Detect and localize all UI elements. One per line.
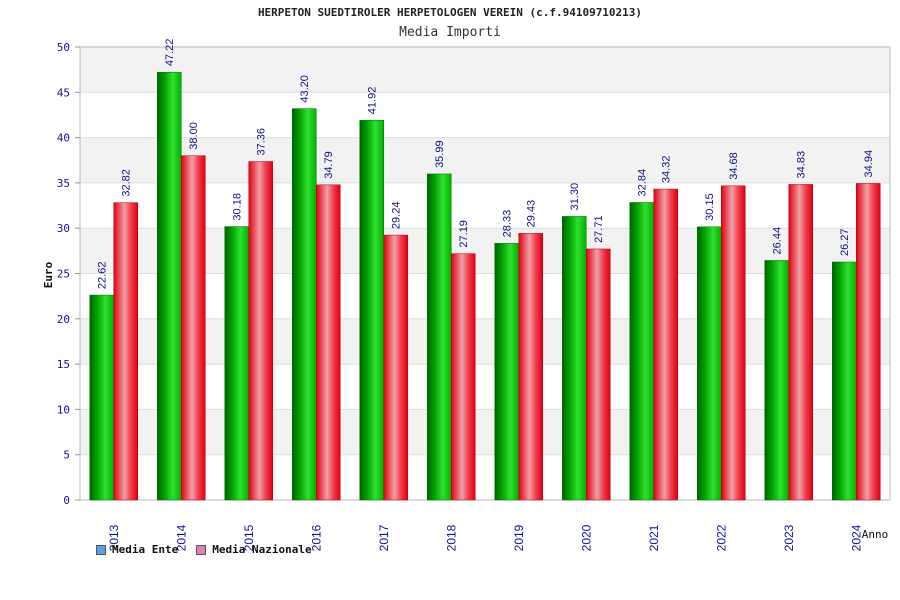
bar-media-nazionale [248, 161, 273, 501]
grid-band [80, 409, 890, 455]
bar-media-nazionale [451, 253, 476, 501]
data-label: 35.99 [434, 140, 446, 168]
data-label: 27.71 [593, 215, 605, 243]
y-tick-label: 45 [57, 86, 70, 99]
x-tick-label: 2024 [849, 524, 863, 551]
bar-media-nazionale [113, 202, 138, 501]
data-label: 34.94 [863, 150, 875, 178]
bar-media-ente [427, 173, 452, 501]
chart-title: HERPETON SUEDTIROLER HERPETOLOGEN VEREIN… [257, 6, 643, 19]
bar-media-ente [359, 119, 384, 501]
data-label: 30.15 [704, 193, 716, 221]
data-label: 26.27 [839, 228, 851, 256]
data-label: 41.92 [367, 87, 379, 115]
y-tick-label: 30 [57, 222, 70, 235]
y-tick-label: 10 [57, 403, 70, 416]
legend-label-nazionale: Media Nazionale [212, 543, 312, 556]
legend-item-nazionale: Media Nazionale [196, 543, 312, 556]
y-tick-label: 20 [57, 313, 70, 326]
legend-label-ente: Media Ente [112, 543, 179, 556]
data-label: 32.84 [637, 169, 649, 197]
data-label: 28.33 [502, 210, 514, 238]
bar-media-nazionale [788, 184, 813, 501]
data-label: 34.83 [796, 151, 808, 179]
data-labels: 22.62 32.82 47.22 38.00 30.18 37.36 43.20 34.79… [97, 39, 876, 289]
x-axis: 2013 2014 2015 2016 2017 2018 2019 2020 2021 2022… [107, 524, 864, 551]
grid-band [80, 47, 890, 93]
data-label: 34.32 [661, 156, 673, 184]
data-label: 32.82 [121, 169, 133, 197]
data-label: 47.22 [164, 39, 176, 67]
x-tick-label: 2018 [444, 524, 458, 551]
data-label: 26.44 [772, 227, 784, 255]
x-tick-label: 2021 [647, 524, 661, 551]
x-tick-label: 2023 [782, 524, 796, 551]
x-axis-label: Anno [862, 528, 889, 541]
bar-media-ente [562, 216, 587, 501]
grid-bands [80, 47, 890, 455]
grid-band [80, 318, 890, 365]
data-label: 43.20 [299, 75, 311, 103]
data-label: 34.68 [728, 152, 740, 180]
data-label: 37.36 [256, 128, 268, 156]
grid-band [80, 137, 890, 183]
legend-swatch-ente [96, 544, 106, 555]
bar-media-nazionale [856, 183, 881, 501]
x-tick-label: 2014 [174, 524, 188, 551]
data-label: 22.62 [97, 262, 109, 290]
bar-media-ente [292, 108, 317, 501]
bar-media-ente [629, 202, 654, 501]
x-tick-label: 2019 [512, 524, 526, 551]
data-label: 38.00 [188, 122, 200, 150]
legend-item-ente: Media Ente [96, 543, 178, 556]
bar-media-ente [697, 226, 722, 501]
bar-media-nazionale [181, 155, 206, 501]
legend-swatch-nazionale [196, 544, 207, 555]
chart-subtitle: Media Importi [399, 25, 501, 40]
y-axis-label: Euro [42, 261, 55, 288]
bar-media-ente [89, 294, 114, 501]
bar-media-nazionale [518, 233, 543, 501]
y-tick-label: 5 [63, 449, 70, 462]
bar-media-nazionale [653, 188, 678, 501]
bar-media-ente [832, 261, 857, 501]
bar-media-ente [157, 71, 182, 501]
data-label: 30.18 [232, 193, 244, 221]
bar-media-ente [764, 260, 789, 501]
y-tick-label: 25 [57, 268, 70, 281]
x-tick-label: 2013 [107, 524, 121, 551]
x-tick-label: 2022 [714, 524, 728, 551]
data-label: 27.19 [458, 220, 470, 248]
y-tick-label: 15 [57, 358, 70, 371]
bars [89, 71, 881, 501]
bar-media-nazionale [586, 248, 611, 501]
y-axis: 0 5 10 15 20 25 30 35 40 45 50 [57, 41, 80, 507]
y-tick-label: 35 [57, 177, 70, 190]
data-label: 29.43 [526, 200, 538, 228]
bar-media-ente [494, 243, 519, 501]
x-tick-label: 2015 [242, 524, 256, 551]
x-tick-label: 2016 [309, 524, 323, 551]
bar-media-nazionale [383, 234, 408, 501]
data-label: 29.24 [391, 202, 403, 230]
bar-media-nazionale [721, 185, 746, 501]
grid-band [80, 228, 890, 274]
bar-media-nazionale [316, 184, 341, 501]
bar-media-ente [224, 226, 249, 501]
x-tick-label: 2017 [377, 524, 391, 551]
y-tick-label: 0 [63, 494, 70, 507]
y-tick-label: 40 [57, 132, 70, 145]
x-tick-label: 2020 [579, 524, 593, 551]
y-tick-label: 50 [57, 41, 70, 54]
data-label: 31.30 [569, 183, 581, 211]
legend: Media Ente Media Nazionale [96, 543, 312, 556]
data-label: 34.79 [323, 151, 335, 179]
